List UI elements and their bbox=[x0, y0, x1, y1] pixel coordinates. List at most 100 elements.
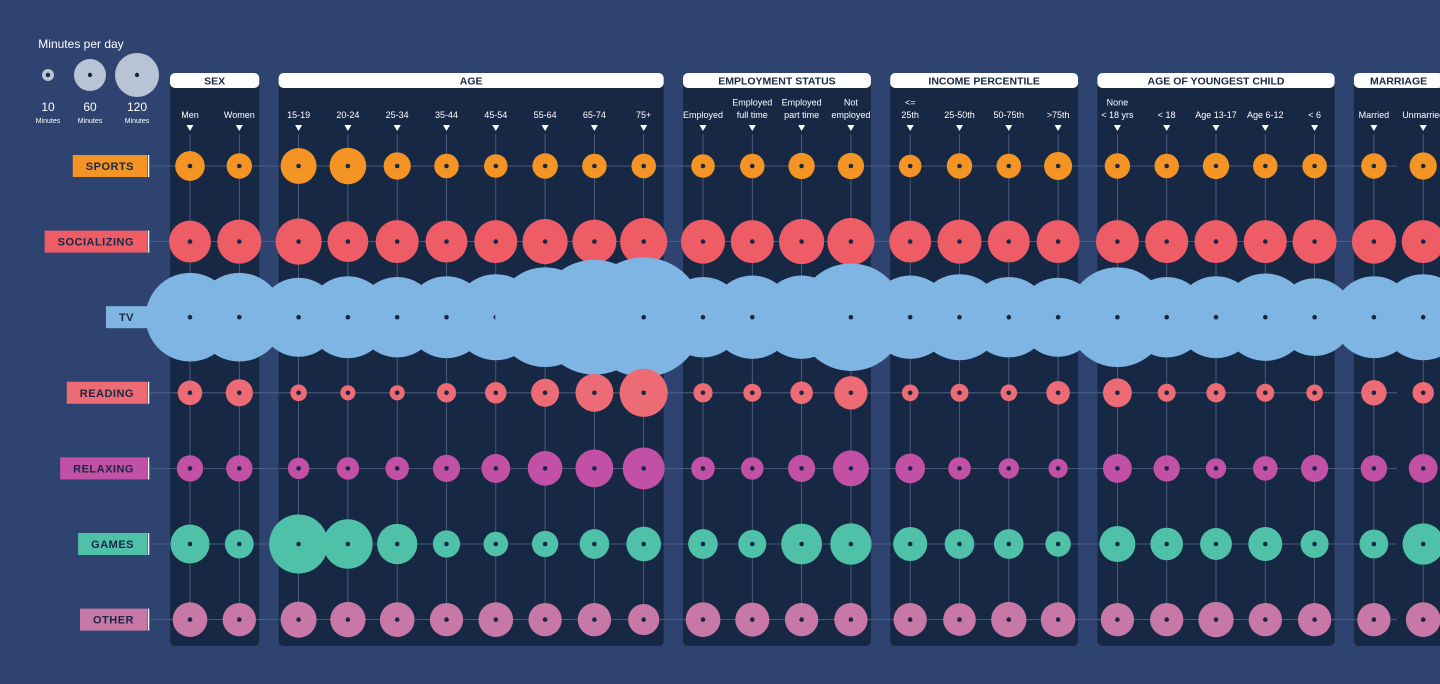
bubble-relaxing bbox=[432, 454, 461, 482]
bubble-socializing bbox=[1194, 220, 1238, 264]
bubble-center-dot bbox=[592, 390, 597, 396]
legend-value: 120 bbox=[127, 100, 147, 114]
bubble-games bbox=[1300, 529, 1329, 559]
bubble-center-dot bbox=[345, 314, 351, 320]
bubble-socializing bbox=[889, 220, 932, 263]
bubble-relaxing bbox=[287, 457, 310, 480]
bubble-center-dot bbox=[907, 617, 913, 622]
bubble-sports bbox=[1409, 152, 1437, 180]
bubble-other bbox=[1405, 602, 1440, 637]
bubble-center-dot bbox=[700, 541, 706, 547]
bubble-games bbox=[377, 523, 418, 565]
bubble-sports bbox=[837, 152, 865, 180]
bubble-relaxing bbox=[1205, 458, 1227, 479]
column-label-women: Women bbox=[224, 110, 255, 131]
bubble-center-dot bbox=[444, 239, 449, 244]
bubble-sports bbox=[1361, 153, 1387, 179]
column-label-age-13-17: Age 13-17 bbox=[1195, 110, 1237, 131]
bubble-sports bbox=[434, 153, 459, 179]
panel-sex bbox=[170, 73, 260, 646]
bubble-center-dot bbox=[394, 541, 400, 547]
bubble-games bbox=[531, 530, 559, 558]
bubble-center-dot bbox=[1312, 617, 1317, 622]
bubble-center-dot bbox=[1006, 239, 1012, 244]
bubble-socializing bbox=[1145, 220, 1189, 264]
group-header-income-percentile: INCOME PERCENTILE bbox=[928, 76, 1039, 88]
column-label-65-74: 65-74 bbox=[583, 110, 606, 131]
bubble-socializing bbox=[1095, 220, 1139, 264]
column-arrow bbox=[1113, 125, 1121, 131]
bubble-relaxing bbox=[622, 447, 665, 490]
row-labels: SPORTS SOCIALIZING TV READING RELAXING GAMES O… bbox=[44, 155, 150, 631]
bubble-center-dot bbox=[542, 541, 548, 547]
column-label-text: Men bbox=[181, 110, 199, 120]
bubble-reading bbox=[1412, 382, 1434, 404]
row-label-text: GAMES bbox=[91, 539, 134, 551]
bubble-center-dot bbox=[1164, 390, 1169, 396]
bubble-circle bbox=[1401, 220, 1440, 264]
bubble-relaxing bbox=[385, 456, 409, 481]
bubble-reading bbox=[693, 383, 713, 403]
column-arrow bbox=[798, 125, 806, 131]
bubble-center-dot bbox=[1213, 239, 1219, 244]
column-arrow bbox=[1005, 125, 1013, 131]
bubble-center-dot bbox=[750, 541, 755, 547]
bubble-reading bbox=[1000, 384, 1018, 402]
bubble-relaxing bbox=[1360, 455, 1388, 482]
row-label-text: SOCIALIZING bbox=[58, 237, 134, 249]
row-label-games: GAMES bbox=[78, 533, 150, 555]
bubble-relaxing bbox=[832, 450, 869, 487]
bubble-sports bbox=[484, 154, 508, 178]
bubble-games bbox=[626, 526, 662, 562]
column-label-20-24: 20-24 bbox=[336, 110, 359, 131]
bubble-sports bbox=[582, 153, 607, 179]
bubble-center-dot bbox=[542, 163, 548, 169]
bubble-socializing bbox=[620, 218, 668, 266]
bubble-center-dot bbox=[1164, 239, 1169, 244]
bubble-center-dot bbox=[187, 239, 193, 244]
column-arrow bbox=[748, 125, 756, 131]
bubble-center-dot bbox=[394, 617, 400, 622]
legend: Minutes per day 10 60 120 Minutes Minute… bbox=[36, 37, 159, 125]
bubble-center-dot bbox=[1055, 239, 1061, 244]
bubble-center-dot bbox=[1213, 541, 1219, 547]
bubble-center-dot bbox=[641, 541, 646, 547]
bubble-socializing bbox=[1292, 219, 1337, 264]
bubble-center-dot bbox=[848, 239, 854, 244]
column-arrow bbox=[1163, 125, 1171, 131]
bubble-center-dot bbox=[1213, 314, 1219, 320]
bubble-other bbox=[330, 601, 366, 638]
column-label-text: employed bbox=[831, 110, 870, 120]
bubble-center-dot bbox=[1115, 314, 1120, 320]
bubble-sports bbox=[898, 154, 922, 178]
legend-unit: Minutes bbox=[125, 118, 150, 125]
bubble-center-dot bbox=[345, 541, 351, 547]
column-arrow bbox=[344, 125, 352, 131]
column-label-6: < 6 bbox=[1308, 110, 1321, 131]
bubble-center-dot bbox=[237, 541, 242, 547]
bubble-relaxing bbox=[1301, 454, 1329, 482]
column-arrow bbox=[295, 125, 303, 131]
bubble-socializing bbox=[217, 219, 262, 264]
bubble-socializing bbox=[572, 219, 617, 264]
column-arrow bbox=[847, 125, 855, 131]
bubble-socializing bbox=[779, 219, 825, 265]
bubble-games bbox=[1402, 523, 1440, 565]
bubble-reading bbox=[340, 385, 356, 401]
bubble-center-dot bbox=[592, 617, 597, 622]
bubble-reading bbox=[485, 382, 507, 404]
bubble-other bbox=[1198, 601, 1234, 638]
bubble-center-dot bbox=[1371, 466, 1377, 471]
bubble-center-dot bbox=[1006, 466, 1012, 471]
bubble-center-dot bbox=[187, 314, 193, 320]
bubble-reading bbox=[1306, 384, 1323, 402]
bubble-center-dot bbox=[1115, 239, 1120, 244]
bubble-center-dot bbox=[907, 239, 913, 244]
bubble-games bbox=[579, 529, 610, 559]
bubble-center-dot bbox=[237, 390, 242, 396]
bubble-relaxing bbox=[895, 453, 926, 484]
bubble-other bbox=[1100, 602, 1135, 637]
bubble-other bbox=[991, 601, 1027, 638]
bubble-center-dot bbox=[1420, 541, 1426, 547]
panel-age bbox=[278, 73, 664, 646]
